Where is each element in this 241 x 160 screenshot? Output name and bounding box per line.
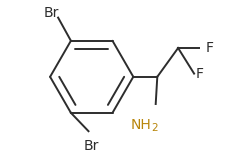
Text: F: F — [205, 41, 213, 55]
Text: Br: Br — [44, 6, 59, 20]
Text: 2: 2 — [152, 123, 158, 133]
Text: Br: Br — [84, 139, 99, 153]
Text: F: F — [196, 67, 204, 81]
Text: NH: NH — [131, 118, 152, 132]
